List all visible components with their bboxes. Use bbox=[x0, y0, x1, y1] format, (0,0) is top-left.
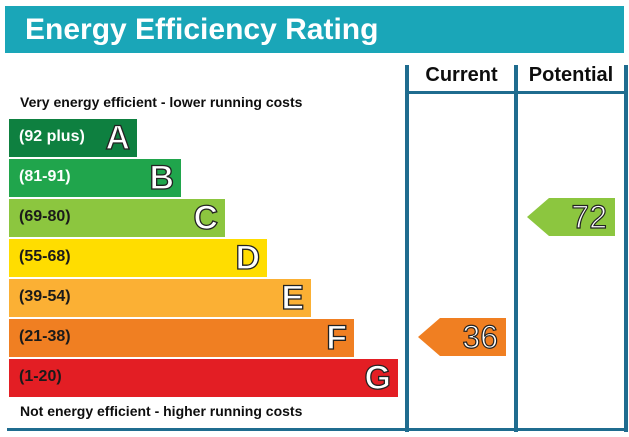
current-arrow-body bbox=[418, 318, 506, 356]
band-d: (55-68) D bbox=[9, 238, 267, 278]
column-divider-left bbox=[405, 65, 409, 432]
band-letter: F bbox=[326, 318, 348, 357]
band-range-label: (1-20) bbox=[19, 368, 62, 385]
band-e: (39-54) E bbox=[9, 278, 311, 318]
column-divider-right bbox=[624, 65, 628, 432]
current-rating-arrow: 36 bbox=[418, 318, 506, 356]
band-range-label: (39-54) bbox=[19, 288, 71, 305]
band-c: (69-80) C bbox=[9, 198, 225, 238]
potential-arrow-body bbox=[527, 198, 615, 236]
bottom-rule bbox=[7, 428, 628, 431]
band-range-label: (92 plus) bbox=[19, 128, 85, 145]
current-arrow-shape bbox=[418, 318, 506, 356]
potential-rating-arrow: 72 bbox=[527, 198, 615, 236]
band-letter: E bbox=[281, 278, 305, 317]
band-f: (21-38) F bbox=[9, 318, 354, 358]
potential-arrow-shape bbox=[527, 198, 615, 236]
band-range-label: (69-80) bbox=[19, 208, 71, 225]
column-divider-middle bbox=[514, 65, 518, 432]
current-rating-value: 36 bbox=[462, 318, 499, 355]
current-column-header: Current bbox=[425, 64, 498, 86]
band-letter: A bbox=[105, 118, 131, 157]
title-bar: Energy Efficiency Rating bbox=[5, 6, 624, 53]
potential-rating-value: 72 bbox=[571, 198, 608, 235]
bottom-note: Not energy efficient - higher running co… bbox=[20, 403, 303, 419]
band-range-label: (55-68) bbox=[19, 248, 71, 265]
band-range-label: (81-91) bbox=[19, 168, 71, 185]
top-note: Very energy efficient - lower running co… bbox=[20, 94, 303, 110]
header-rule bbox=[405, 91, 628, 94]
chart-title: Energy Efficiency Rating bbox=[25, 13, 379, 46]
band-letter: C bbox=[193, 198, 219, 237]
potential-column-header: Potential bbox=[528, 64, 614, 86]
band-letter: D bbox=[235, 238, 261, 277]
band-letter: G bbox=[364, 358, 392, 397]
band-g: (1-20) G bbox=[9, 358, 398, 398]
band-letter: B bbox=[149, 158, 175, 197]
band-range-label: (21-38) bbox=[19, 328, 71, 345]
band-a: (92 plus) A bbox=[9, 118, 137, 158]
band-b: (81-91) B bbox=[9, 158, 181, 198]
